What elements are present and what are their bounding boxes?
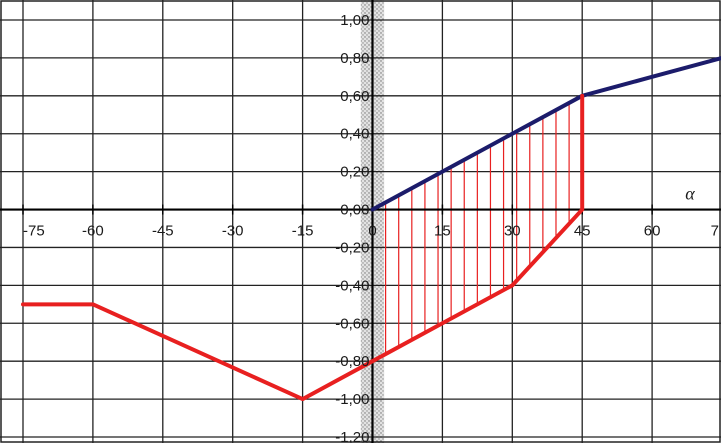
series-line-1 bbox=[21, 93, 585, 402]
y-tick-label-11: -1,20 bbox=[335, 429, 369, 443]
y-tick-label-7: -0,40 bbox=[335, 277, 369, 294]
x-axis-label: α bbox=[685, 184, 695, 204]
series-group bbox=[21, 56, 721, 402]
x-tick-label-0: -75 bbox=[23, 223, 45, 240]
x-tick-label-9: 60 bbox=[644, 223, 661, 240]
x-tick-label-5: 0 bbox=[368, 223, 376, 240]
hatched-region bbox=[385, 102, 570, 355]
x-tick-label-6: 15 bbox=[434, 223, 451, 240]
y-tick-label-5: 0,00 bbox=[340, 202, 369, 219]
y-tick-label-10: -1,00 bbox=[335, 391, 369, 408]
x-tick-label-7: 30 bbox=[504, 223, 521, 240]
y-tick-label-1: 0,80 bbox=[340, 50, 369, 67]
y-tick-label-3: 0,40 bbox=[340, 126, 369, 143]
y-tick-label-0: 1,00 bbox=[340, 12, 369, 29]
y-tick-label-8: -0,60 bbox=[335, 315, 369, 332]
x-tick-label-4: -15 bbox=[292, 223, 314, 240]
y-tick-label-6: -0,20 bbox=[335, 239, 369, 256]
tick-labels: 1,00 0,80 0,60 0,40 0,20 0,00 -0,20 -0,40 -0,60 -… bbox=[23, 12, 719, 443]
series-line-0 bbox=[370, 56, 721, 212]
x-tick-label-2: -45 bbox=[152, 223, 174, 240]
y-tick-label-9: -0,80 bbox=[335, 353, 369, 370]
y-tick-label-2: 0,60 bbox=[340, 88, 369, 105]
x-tick-label-1: -60 bbox=[82, 223, 104, 240]
x-tick-label-3: -30 bbox=[222, 223, 244, 240]
x-tick-label-8: 45 bbox=[574, 223, 591, 240]
x-tick-label-10: 7 bbox=[711, 223, 719, 240]
y-tick-label-4: 0,20 bbox=[340, 164, 369, 181]
